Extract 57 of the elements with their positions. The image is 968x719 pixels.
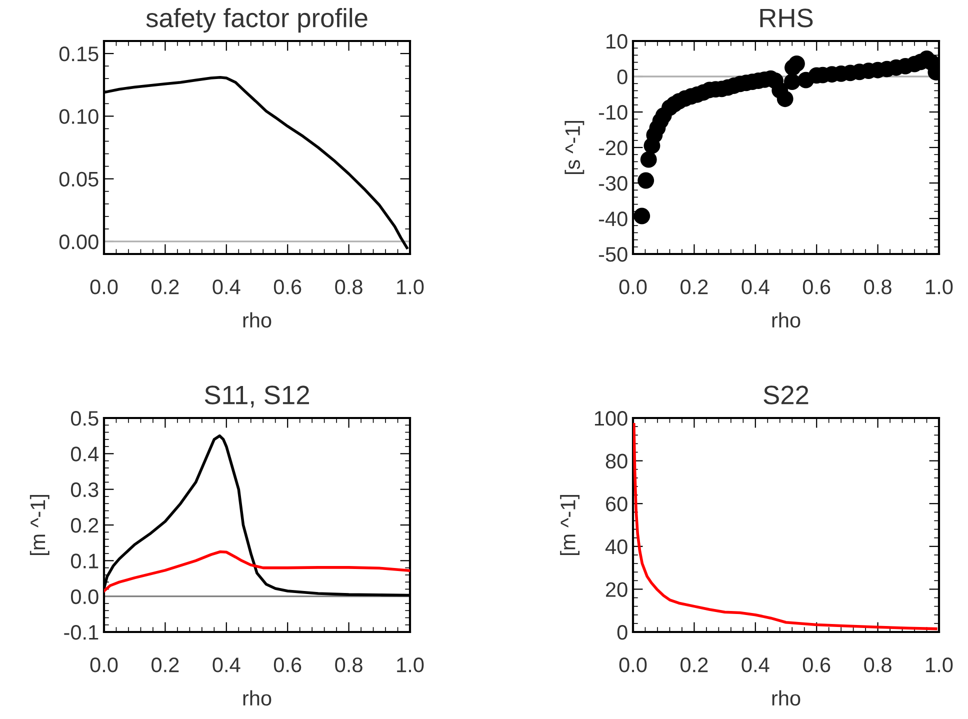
y-tick-label: 0.5 <box>70 411 98 426</box>
x-tick-label: 0.4 <box>212 658 240 672</box>
x-tick-label: 0.4 <box>212 280 240 294</box>
x-tick-label: 0.2 <box>152 658 179 672</box>
y-axis-title: [m ^-1] <box>30 494 50 556</box>
y-tick-label: -30 <box>598 176 628 191</box>
y-tick-label: 0.00 <box>59 234 98 250</box>
x-axis-title: rho <box>243 690 272 706</box>
y-tick-label: 0.05 <box>59 172 98 187</box>
y-tick-label: 0.4 <box>70 446 99 462</box>
y-tick-label: 0.1 <box>70 554 98 568</box>
y-tick-label: -50 <box>598 247 628 262</box>
x-tick-label: 1.0 <box>926 658 953 672</box>
y-tick-label: 0 <box>617 625 628 640</box>
x-tick-label: 0.8 <box>335 658 362 672</box>
x-axis-title: rho <box>772 312 800 328</box>
x-axis-title: rho <box>772 690 800 706</box>
y-tick-label: -40 <box>598 212 628 226</box>
y-tick-label: 60 <box>606 496 628 512</box>
x-tick-label: 1.0 <box>397 658 424 672</box>
x-axis-title: rho <box>243 312 272 328</box>
y-tick-label: 0.10 <box>59 109 98 124</box>
y-tick-label: 0.0 <box>70 589 98 604</box>
x-tick-label: 1.0 <box>926 280 953 294</box>
y-tick-label: 80 <box>606 454 628 469</box>
chart-title: S11, S12 <box>204 386 309 408</box>
x-tick-label: 1.0 <box>397 280 424 294</box>
x-tick-label: 0.8 <box>864 280 892 294</box>
x-tick-label: 0.2 <box>680 280 708 294</box>
chart-title: S22 <box>764 386 808 404</box>
y-tick-label: -20 <box>598 140 628 156</box>
x-tick-label: 0.6 <box>802 280 830 294</box>
chart-title: RHS <box>760 8 813 28</box>
y-tick-label: 0.3 <box>70 482 98 498</box>
y-tick-label: 40 <box>605 539 628 554</box>
y-tick-label: 0 <box>617 70 628 84</box>
y-tick-label: 0.2 <box>70 518 98 533</box>
x-tick-label: 0.6 <box>274 280 302 294</box>
y-axis-title: [s ^-1] <box>564 120 584 174</box>
x-tick-label: 0.8 <box>864 658 892 672</box>
x-tick-label: 0.0 <box>90 280 118 294</box>
x-tick-label: 0.6 <box>802 658 830 672</box>
y-tick-label: 100 <box>594 411 628 426</box>
y-tick-label: 0.15 <box>59 46 98 62</box>
y-axis-title: [m ^-1] <box>560 494 580 556</box>
chart-title: safety factor profile <box>146 8 368 33</box>
x-tick-label: 0.4 <box>742 280 770 294</box>
x-tick-label: 0.4 <box>742 658 770 672</box>
x-tick-label: 0.2 <box>680 658 708 672</box>
x-tick-label: 0.0 <box>90 658 118 672</box>
x-tick-label: 0.8 <box>335 280 362 294</box>
x-tick-label: 0.6 <box>274 658 302 672</box>
x-tick-label: 0.2 <box>152 280 179 294</box>
y-tick-label: -0.1 <box>64 625 98 640</box>
y-tick-label: 10 <box>606 34 628 49</box>
y-tick-label: 20 <box>606 582 628 597</box>
y-tick-label: -10 <box>598 105 628 120</box>
